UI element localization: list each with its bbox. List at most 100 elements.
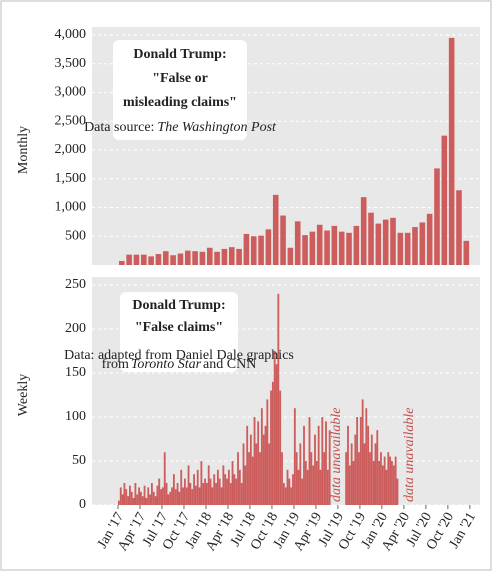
bar xyxy=(412,227,418,265)
bar xyxy=(302,235,308,265)
bar xyxy=(259,452,261,505)
bar xyxy=(258,235,264,265)
bar xyxy=(273,351,276,505)
bar xyxy=(328,430,331,505)
bar xyxy=(331,225,338,265)
bar xyxy=(350,443,353,505)
bar xyxy=(206,247,213,265)
bar xyxy=(345,452,348,505)
bar xyxy=(165,483,168,505)
bar xyxy=(389,456,392,505)
bar xyxy=(301,478,304,505)
bar xyxy=(139,491,142,505)
bar xyxy=(317,425,320,505)
bar xyxy=(323,452,326,505)
y-tick-label: 100 xyxy=(65,409,86,424)
bar xyxy=(390,217,396,265)
bar xyxy=(171,487,173,505)
annotation: data unavailable xyxy=(329,408,344,503)
bar xyxy=(192,251,198,265)
bar xyxy=(383,456,386,505)
source-text: Data source: xyxy=(84,120,154,135)
bar xyxy=(169,491,172,505)
bar xyxy=(365,408,368,505)
bar xyxy=(268,443,271,505)
bar xyxy=(143,485,146,505)
bar xyxy=(397,232,404,265)
chart-title: Donald Trump: xyxy=(133,47,226,62)
bar xyxy=(361,399,364,505)
bar xyxy=(231,461,234,505)
bar xyxy=(353,225,360,265)
source: Data source: The Washington Post xyxy=(84,120,277,135)
bar xyxy=(370,434,373,505)
bar xyxy=(126,254,132,265)
annotation: data unavailable xyxy=(402,408,417,503)
bar xyxy=(303,425,305,505)
bar xyxy=(325,421,327,505)
bar xyxy=(308,417,311,505)
bar xyxy=(211,487,214,505)
bar xyxy=(138,487,140,505)
bar xyxy=(229,483,232,505)
bar xyxy=(288,478,291,505)
bar xyxy=(272,194,279,265)
bar xyxy=(170,255,176,265)
bar xyxy=(316,224,323,265)
bar xyxy=(264,425,267,505)
y-tick-label: 2,000 xyxy=(55,142,87,157)
bar xyxy=(163,452,166,505)
bar xyxy=(198,487,201,505)
bar xyxy=(286,469,289,505)
bar xyxy=(387,452,390,505)
bar xyxy=(279,390,282,505)
bar xyxy=(140,254,147,265)
y-tick-label: 2,500 xyxy=(55,113,87,128)
bar xyxy=(374,443,377,505)
bar xyxy=(149,494,151,505)
bar xyxy=(209,478,212,505)
y-axis-label: Weekly xyxy=(16,374,31,416)
bar xyxy=(119,260,125,265)
bar xyxy=(381,465,384,505)
source-text: Toronto Star xyxy=(131,357,202,372)
source: from Toronto Star and CNN xyxy=(102,357,257,372)
source-text: and CNN xyxy=(203,357,256,372)
bar xyxy=(275,364,278,505)
bar xyxy=(235,478,238,505)
y-tick-label: 1,500 xyxy=(55,171,87,186)
bar xyxy=(158,478,161,505)
bar xyxy=(304,461,307,505)
source: Data: adapted from Daniel Dale graphics xyxy=(64,348,294,363)
bar xyxy=(248,452,250,505)
bar xyxy=(257,421,260,505)
bar xyxy=(281,452,283,505)
bar xyxy=(249,434,252,505)
y-tick-label: 200 xyxy=(65,321,86,336)
bar xyxy=(199,251,206,265)
y-tick-label: 0 xyxy=(79,497,86,512)
bar xyxy=(321,417,324,505)
bar xyxy=(184,250,191,265)
bar xyxy=(216,469,219,505)
source-text: from xyxy=(102,357,129,372)
bar xyxy=(297,469,300,505)
bar xyxy=(282,483,285,505)
bar xyxy=(360,197,367,265)
bar xyxy=(271,381,274,505)
bar xyxy=(132,497,135,505)
bar xyxy=(214,251,220,265)
bar xyxy=(368,212,374,265)
bar xyxy=(141,496,144,505)
bar xyxy=(119,487,122,505)
bar xyxy=(128,485,131,505)
bar xyxy=(242,443,245,505)
bar xyxy=(221,248,228,265)
bar xyxy=(315,461,318,505)
bar xyxy=(348,465,351,505)
bar xyxy=(185,487,188,505)
bar xyxy=(372,461,375,505)
bar xyxy=(426,213,433,265)
bar xyxy=(385,469,388,505)
bar xyxy=(220,487,223,505)
